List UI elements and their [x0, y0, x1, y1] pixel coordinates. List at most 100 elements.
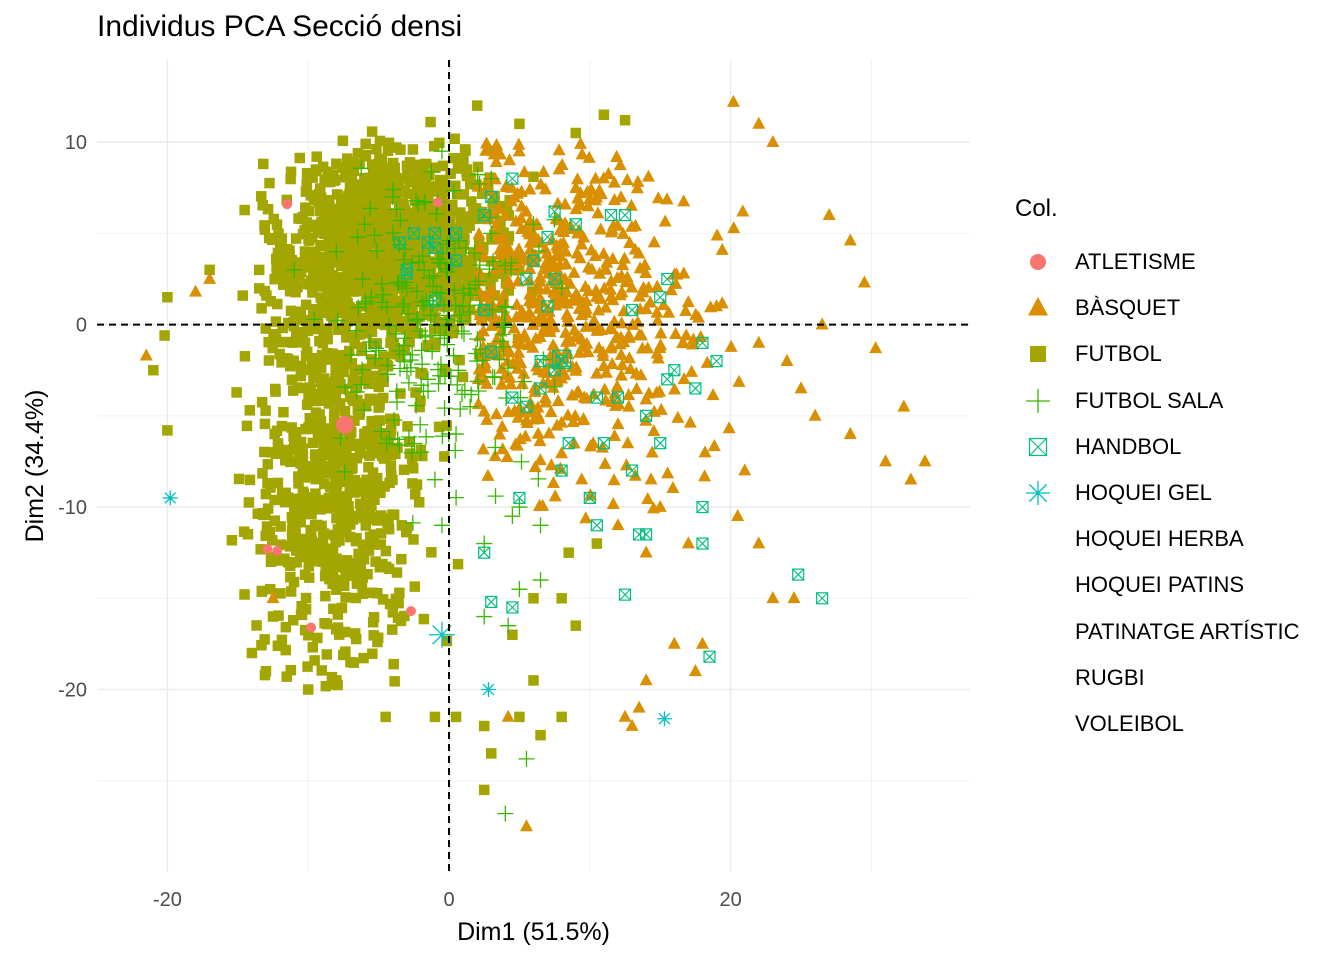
data-point — [263, 355, 275, 366]
data-point — [438, 318, 455, 335]
data-point — [696, 500, 709, 514]
data-point — [334, 535, 345, 546]
data-point — [273, 228, 284, 239]
data-point — [306, 535, 318, 547]
data-point — [286, 512, 298, 523]
data-point — [625, 280, 639, 293]
data-point — [707, 439, 721, 452]
data-point — [426, 471, 443, 488]
data-point — [430, 361, 447, 378]
data-point — [528, 171, 539, 183]
data-point — [433, 285, 450, 302]
data-point — [320, 447, 332, 459]
data-point — [457, 159, 469, 171]
data-point — [304, 205, 315, 217]
data-point — [552, 162, 566, 175]
data-point — [553, 237, 567, 250]
data-point — [264, 583, 276, 595]
data-point — [272, 477, 284, 489]
data-point — [400, 267, 413, 280]
data-point — [414, 248, 431, 265]
data-point — [512, 144, 526, 157]
data-point — [297, 382, 309, 394]
data-point — [297, 228, 309, 240]
data-point — [412, 185, 423, 197]
data-point — [634, 328, 648, 341]
data-point — [387, 166, 399, 178]
data-point — [632, 700, 646, 713]
data-point — [545, 255, 559, 268]
data-point — [378, 434, 390, 446]
data-point — [264, 177, 275, 189]
data-point — [255, 191, 267, 202]
data-point — [353, 179, 365, 190]
data-point — [565, 388, 579, 401]
data-point — [766, 591, 780, 604]
data-point — [677, 194, 691, 207]
data-point — [306, 360, 318, 371]
data-point — [426, 201, 438, 213]
data-point — [456, 382, 473, 399]
data-point — [516, 308, 530, 321]
data-point — [608, 428, 622, 441]
data-point — [276, 357, 287, 368]
data-point — [448, 489, 465, 506]
data-point — [410, 489, 421, 500]
data-point — [555, 415, 569, 428]
data-point — [404, 330, 415, 341]
data-point — [464, 178, 476, 190]
data-point — [306, 508, 317, 520]
data-point — [316, 383, 328, 394]
data-point — [241, 420, 253, 432]
data-point — [430, 162, 441, 173]
data-point — [400, 374, 417, 391]
data-point — [275, 588, 286, 599]
data-point — [506, 391, 519, 404]
data-point — [567, 265, 581, 278]
data-point — [480, 412, 494, 425]
data-point — [327, 348, 338, 359]
data-point — [379, 351, 390, 362]
data-point — [514, 118, 525, 130]
data-point — [306, 622, 317, 633]
data-point — [295, 370, 307, 382]
data-point — [307, 642, 319, 653]
data-point — [377, 161, 388, 173]
data-point — [357, 293, 374, 310]
data-point — [306, 279, 317, 290]
x-tick-label: 20 — [720, 889, 742, 911]
data-point — [450, 362, 467, 379]
data-point — [611, 518, 625, 531]
data-point — [452, 558, 464, 570]
data-point — [424, 262, 435, 274]
data-point — [552, 143, 566, 156]
data-point — [387, 262, 399, 273]
data-point — [334, 399, 345, 411]
data-point — [319, 478, 330, 490]
data-point — [822, 207, 836, 220]
data-point — [342, 316, 353, 327]
data-point — [356, 226, 368, 238]
data-point — [623, 361, 637, 374]
data-point — [610, 149, 624, 162]
data-point — [348, 232, 359, 244]
data-point — [598, 456, 612, 469]
data-point — [625, 303, 639, 317]
data-point — [331, 624, 342, 635]
legend-title: Col. — [1015, 195, 1058, 222]
data-point — [485, 345, 498, 359]
data-point — [676, 335, 690, 348]
data-point — [418, 428, 435, 445]
data-point — [473, 240, 487, 253]
data-point — [496, 442, 510, 455]
data-point — [338, 525, 350, 536]
data-point — [335, 193, 347, 204]
data-point — [504, 377, 518, 390]
series-hoquei-gel — [162, 490, 672, 727]
legend-item-atletisme: ATLETISME — [1015, 239, 1300, 285]
data-point — [631, 174, 645, 187]
data-point — [378, 481, 389, 492]
data-point — [331, 579, 342, 590]
data-point — [478, 209, 491, 222]
data-point — [394, 176, 405, 188]
